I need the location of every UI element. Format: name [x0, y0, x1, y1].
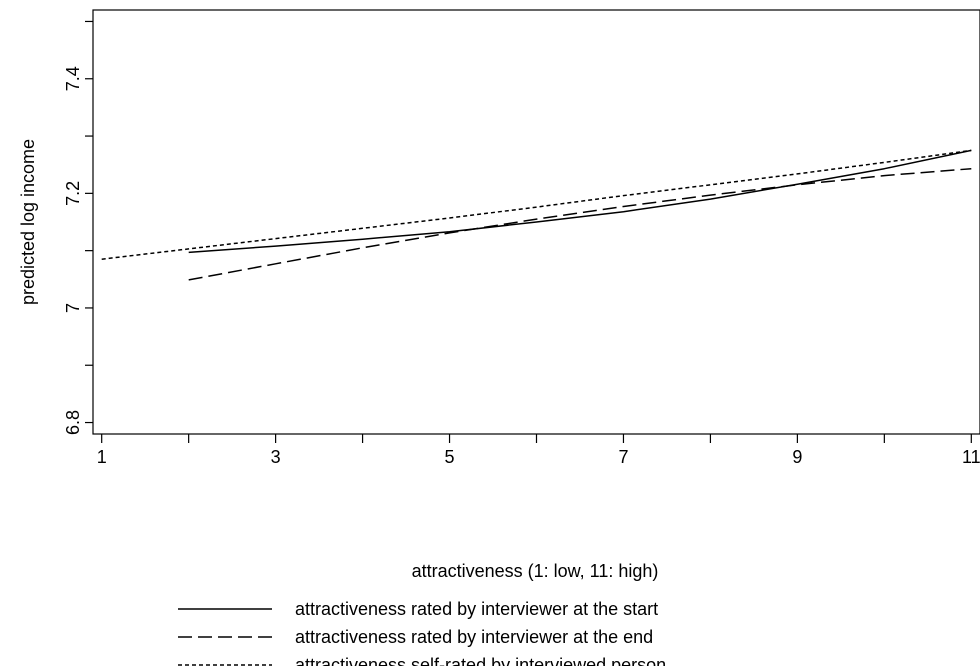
- x-tick-label: 1: [97, 447, 107, 467]
- series-layer: [101, 149, 972, 281]
- series-line-3: [101, 149, 972, 260]
- x-tick-label: 9: [792, 447, 802, 467]
- x-tick-label: 11: [962, 447, 980, 467]
- legend: attractiveness rated by interviewer at t…: [178, 599, 666, 671]
- legend-label-1: attractiveness rated by interviewer at t…: [295, 599, 658, 619]
- series-line-1: [188, 149, 972, 254]
- legend-label-2: attractiveness rated by interviewer at t…: [295, 627, 653, 647]
- x-tick-label: 3: [271, 447, 281, 467]
- x-axis: 1 3 5 7 9 11: [97, 434, 980, 467]
- x-tick-label: 5: [445, 447, 455, 467]
- series-line-2: [188, 167, 972, 281]
- y-tick-label: 7.2: [63, 181, 83, 206]
- legend-label-3: attractiveness self-rated by interviewed…: [295, 655, 666, 666]
- y-tick-label: 6.8: [63, 410, 83, 435]
- y-axis-label: predicted log income: [18, 139, 38, 305]
- x-axis-label: attractiveness (1: low, 11: high): [412, 561, 659, 581]
- x-tick-label: 7: [618, 447, 628, 467]
- y-tick-label: 7: [63, 303, 83, 313]
- y-tick-label: 7.4: [63, 66, 83, 91]
- y-axis: 6.8 7 7.2 7.4: [63, 20, 93, 435]
